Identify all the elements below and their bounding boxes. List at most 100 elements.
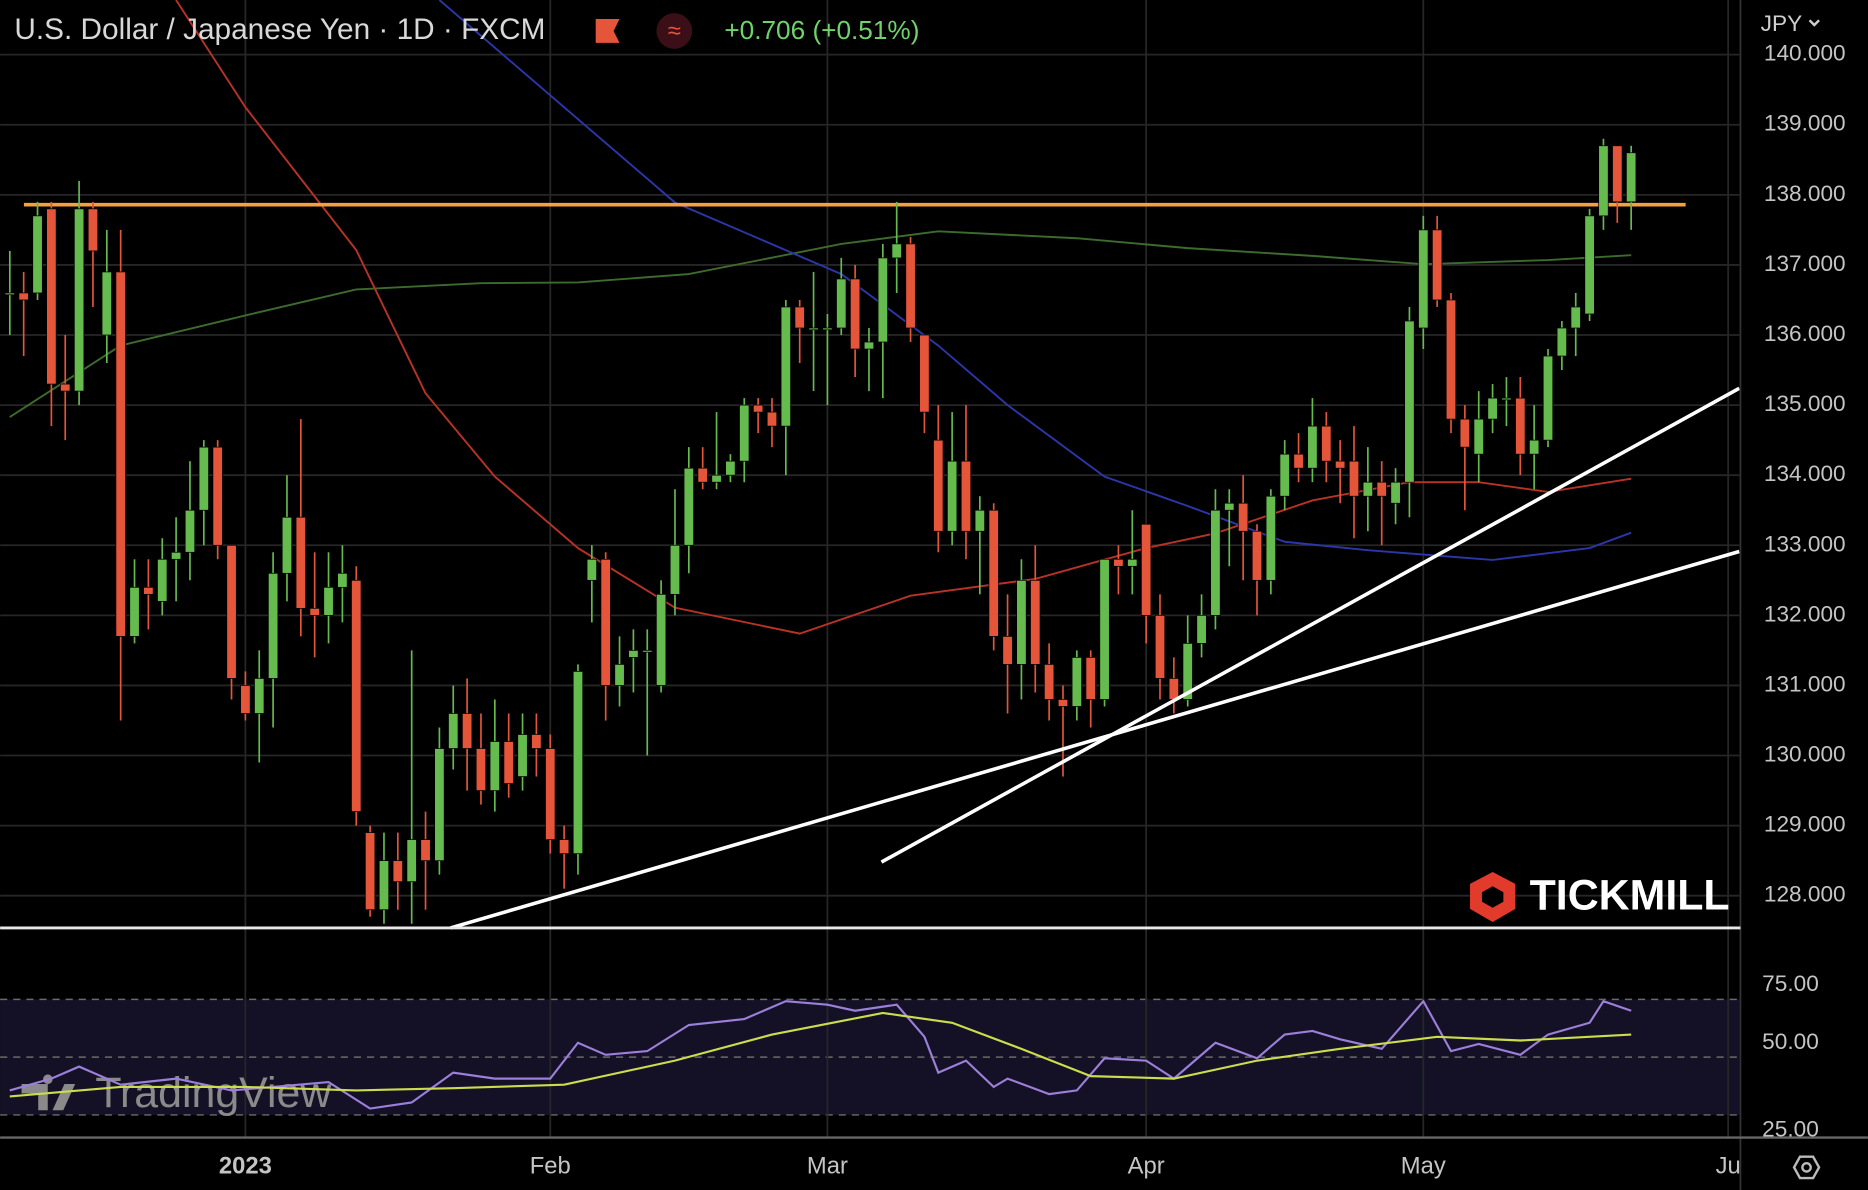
- candle-body: [1362, 481, 1373, 497]
- candle-body: [572, 671, 584, 855]
- candle-body: [1210, 509, 1221, 616]
- watermark-tickmill: TICKMILL: [1530, 871, 1730, 919]
- candle-body: [1432, 229, 1443, 301]
- candle-body: [1044, 664, 1055, 700]
- candle-body: [1570, 306, 1581, 329]
- candle-body: [1626, 152, 1637, 203]
- x-tick-label: Ju: [1716, 1153, 1741, 1180]
- candle-body: [101, 271, 112, 336]
- indicator-icon[interactable]: [656, 13, 693, 49]
- rsi-tick-label: 75.00: [1762, 971, 1819, 996]
- candle-body: [974, 509, 985, 532]
- candle-body: [725, 460, 736, 476]
- candle-body: [1099, 558, 1110, 700]
- candle-body: [212, 446, 223, 546]
- candle-body: [808, 327, 819, 331]
- chart-title: U.S. Dollar / Japanese Yen · 1D · FXCM: [14, 13, 545, 46]
- candle-body: [586, 558, 597, 581]
- candle-body: [891, 243, 902, 259]
- candle-body: [267, 572, 279, 679]
- moving-average: [438, 0, 1632, 561]
- candle-body: [1030, 579, 1041, 665]
- candle-body: [489, 741, 500, 791]
- candle-body: [1057, 699, 1069, 707]
- candle-body: [642, 650, 653, 653]
- candle-body: [1182, 643, 1193, 700]
- y-tick-label: 138.000: [1764, 181, 1846, 206]
- candle-body: [406, 839, 417, 883]
- rsi-tick-label: 25.00: [1762, 1116, 1819, 1141]
- candle-body: [337, 572, 348, 588]
- settings-icon[interactable]: [1792, 1155, 1821, 1180]
- candle-body: [628, 650, 639, 658]
- x-tick-label: Mar: [807, 1153, 848, 1180]
- candle-body: [4, 292, 15, 296]
- candle-body: [503, 741, 514, 784]
- y-tick-label: 139.000: [1764, 111, 1846, 136]
- candle-body: [1556, 327, 1567, 357]
- candle-body: [295, 516, 306, 609]
- candle-body: [669, 544, 681, 595]
- y-tick-label: 129.000: [1764, 812, 1846, 837]
- candle-body: [475, 748, 487, 791]
- candle-body: [32, 215, 43, 294]
- candle-body: [309, 607, 320, 616]
- y-tick-label: 135.000: [1764, 391, 1846, 416]
- candle-body: [420, 839, 431, 862]
- candle-body: [1584, 215, 1595, 315]
- plot-layer: TradingView TICKMILL: [4, 0, 1741, 1117]
- x-tick-label: Feb: [530, 1153, 571, 1180]
- y-tick-label: 136.000: [1764, 321, 1846, 346]
- candle-body: [184, 509, 196, 553]
- y-tick-label: 131.000: [1764, 671, 1846, 696]
- candle-body: [655, 593, 667, 686]
- candle-body: [1404, 320, 1415, 483]
- candle-body: [1293, 453, 1304, 469]
- candle-body: [170, 551, 182, 560]
- candle-body: [822, 327, 833, 331]
- candle-body: [129, 586, 140, 637]
- candle-body: [448, 713, 459, 749]
- candle-body: [517, 734, 528, 777]
- watermark-tradingview: TradingView: [95, 1069, 332, 1117]
- candle-body: [711, 474, 722, 483]
- candle-body: [1154, 614, 1166, 679]
- candle-body: [1459, 418, 1470, 448]
- candle-body: [1141, 523, 1152, 616]
- candle-body: [115, 271, 126, 637]
- moving-average: [175, 0, 1632, 635]
- rsi-line: [9, 1011, 1632, 1098]
- candle-body: [1265, 495, 1276, 581]
- candle-body: [1321, 425, 1332, 462]
- candle-body: [1390, 481, 1401, 504]
- candle-body: [60, 383, 71, 392]
- candle-body: [1127, 558, 1138, 567]
- candle-body: [850, 278, 861, 350]
- candle-body: [545, 748, 556, 840]
- candle-body: [73, 208, 85, 392]
- candle-body: [254, 678, 265, 714]
- candle-body: [933, 439, 944, 532]
- candle-body: [240, 685, 251, 714]
- price-change: +0.706 (+0.51%): [724, 15, 919, 45]
- candle-body: [794, 306, 805, 329]
- rsi-line: [9, 999, 1632, 1110]
- candle-body: [1251, 530, 1263, 581]
- candle-body: [461, 713, 473, 749]
- candle-body: [1501, 397, 1512, 401]
- candle-body: [1473, 418, 1484, 455]
- y-tick-label: 140.000: [1764, 41, 1846, 66]
- y-tick-label: 133.000: [1764, 531, 1846, 556]
- candle-body: [226, 544, 237, 679]
- candle-body: [143, 586, 154, 595]
- x-tick-label: Apr: [1128, 1153, 1165, 1180]
- currency-label[interactable]: JPY: [1761, 11, 1803, 36]
- flag-icon[interactable]: [595, 19, 620, 43]
- candle-body: [919, 334, 930, 413]
- candle-body: [1542, 355, 1554, 441]
- candle-body: [198, 446, 209, 511]
- candle-body: [1348, 460, 1360, 497]
- candle-body: [600, 558, 611, 686]
- candle-body: [1376, 481, 1387, 497]
